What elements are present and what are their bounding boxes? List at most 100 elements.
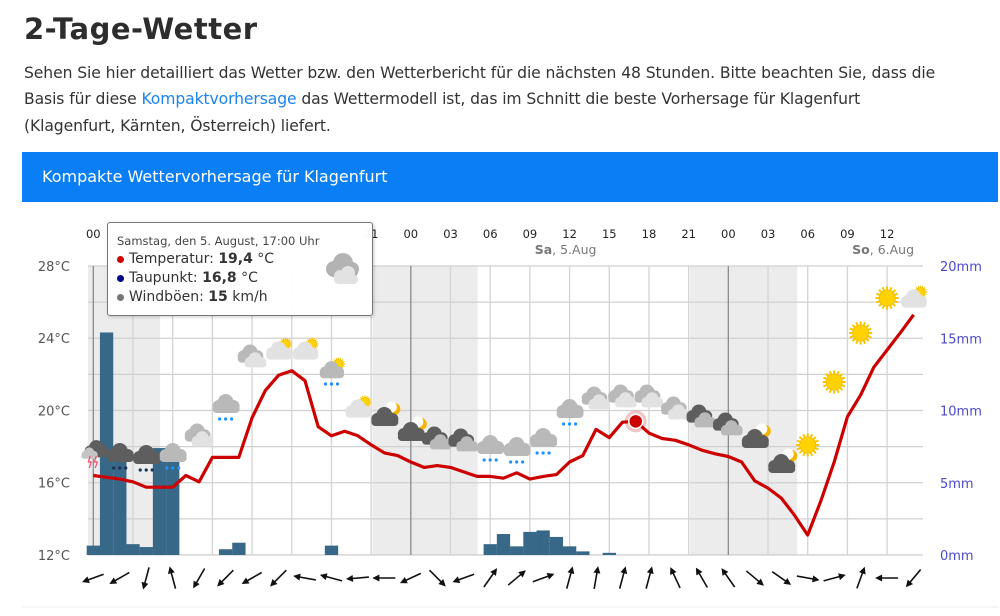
intro-line-1: Sehen Sie hier detailliert das Wetter bz… xyxy=(24,64,936,82)
sun-icon xyxy=(796,433,820,457)
x-tick-label: 00 xyxy=(721,227,736,241)
rain-drop xyxy=(567,422,572,426)
cloud-part xyxy=(741,440,769,448)
temp-unit: °C xyxy=(252,251,275,267)
kompaktvorhersage-link[interactable]: Kompaktvorhersage xyxy=(141,90,297,108)
precipitation-bar xyxy=(562,546,577,555)
precipitation-bar xyxy=(496,534,511,555)
clouds-icon xyxy=(661,396,690,420)
wind-arrow-icon xyxy=(771,571,792,585)
y-right-tick-label: 20mm xyxy=(940,260,982,275)
rain-drop xyxy=(118,466,122,470)
wind-arrow-icon xyxy=(618,566,628,589)
precipitation-bar xyxy=(232,542,246,555)
highlight-point xyxy=(627,413,644,430)
wind-arrow-head xyxy=(241,577,250,584)
wind-arrow-icon xyxy=(270,569,287,587)
cloud-rain-heavy-icon xyxy=(106,443,134,470)
cloud-moon-icon xyxy=(397,416,427,441)
cloud-part xyxy=(371,418,399,426)
y-right-tick-label: 5mm xyxy=(940,477,974,492)
wind-arrow-icon xyxy=(593,566,601,589)
cloud-part xyxy=(615,401,637,408)
wind-arrow-icon xyxy=(721,568,736,588)
precipitation-bar xyxy=(602,552,616,555)
x-tick-label: 12 xyxy=(880,227,895,241)
x-tick-label: 06 xyxy=(483,227,498,241)
rain-drop xyxy=(138,468,142,472)
wind-arrow-icon xyxy=(168,566,177,589)
cloud-part xyxy=(345,410,372,418)
clouds-icon xyxy=(581,386,611,410)
rain-drop xyxy=(335,382,340,386)
wind-arrow-icon xyxy=(796,575,820,583)
precipitation-bar xyxy=(99,332,114,555)
forecast-chart[interactable]: 002100030609121518210003060912Sa, 5.AugS… xyxy=(0,202,1000,616)
rain-drop xyxy=(144,468,148,472)
cloud-part xyxy=(530,439,558,447)
wind-arrow-head xyxy=(783,578,792,585)
lightning xyxy=(93,455,99,469)
wind-arrow-head xyxy=(372,574,380,582)
cloud-part xyxy=(720,429,743,436)
cloud-rain-icon xyxy=(556,399,584,426)
precipitation-bar xyxy=(86,545,100,555)
day-date: , 6.Aug xyxy=(870,242,914,257)
x-tick-label: 15 xyxy=(602,227,617,241)
partly-sunny-icon xyxy=(292,337,319,360)
wind-arrow-head xyxy=(319,573,328,581)
precipitation-bar xyxy=(126,544,140,555)
wind-arrow-icon xyxy=(141,567,150,590)
rain-drop xyxy=(165,466,169,470)
y-right-tick-label: 15mm xyxy=(940,332,982,347)
cloud-part xyxy=(477,446,505,454)
rain-drop xyxy=(124,466,128,470)
precipitation-bar xyxy=(483,544,497,555)
cloud-part xyxy=(106,454,134,462)
wind-arrow-head xyxy=(82,576,90,583)
wind-arrow-icon xyxy=(372,574,396,582)
gust-value: 15 xyxy=(208,289,228,305)
dark-clouds-icon xyxy=(686,404,717,428)
precipitation-bar xyxy=(113,446,127,555)
sun-disc xyxy=(852,324,870,342)
dew-label: Taupunkt: xyxy=(129,270,203,286)
wind-arrow-icon xyxy=(532,573,555,583)
cloud-part xyxy=(901,300,927,308)
wind-arrow-head xyxy=(270,579,278,587)
wind-arrow-head xyxy=(756,578,764,586)
x-tick-label: 12 xyxy=(562,227,577,241)
dark-clouds-icon xyxy=(421,426,452,450)
rain-drop xyxy=(509,460,513,464)
y-right-tick-label: 10mm xyxy=(940,405,982,420)
rain-drop xyxy=(573,422,578,426)
cloud-part xyxy=(159,454,187,462)
cloud-part xyxy=(133,456,161,464)
clouds-icon xyxy=(608,384,637,408)
dew-value: 16,8 xyxy=(202,270,237,286)
wind-arrow-head xyxy=(593,566,601,574)
dew-unit: °C xyxy=(236,270,258,286)
sun-icon xyxy=(875,286,899,310)
rain-drop xyxy=(488,458,492,462)
cloud-part xyxy=(503,448,531,456)
rain-drop xyxy=(535,451,539,455)
x-tick-label: 03 xyxy=(443,227,458,241)
x-tick-label: 03 xyxy=(761,227,776,241)
rain-drop xyxy=(541,451,545,455)
chart-tooltip: Samstag, den 5. August, 17:00 Uhr Temper… xyxy=(107,222,373,316)
cloud-rain-icon xyxy=(530,428,558,455)
sun-icon xyxy=(849,321,873,345)
wind-arrow-icon xyxy=(823,573,846,582)
sun-disc xyxy=(825,373,843,391)
wind-arrow-head xyxy=(109,577,118,585)
cloud-part xyxy=(266,352,292,360)
rain-drop xyxy=(224,417,228,421)
intro-line-2: Basis für diese Kompaktvorhersage das We… xyxy=(24,90,860,108)
wind-arrow-icon xyxy=(856,566,866,589)
cloudy-icon xyxy=(326,253,359,284)
day-date: , 5.Aug xyxy=(552,242,596,257)
wind-arrow-head xyxy=(168,566,175,575)
cloud-rain-icon xyxy=(477,435,505,462)
sun-disc xyxy=(878,289,896,307)
